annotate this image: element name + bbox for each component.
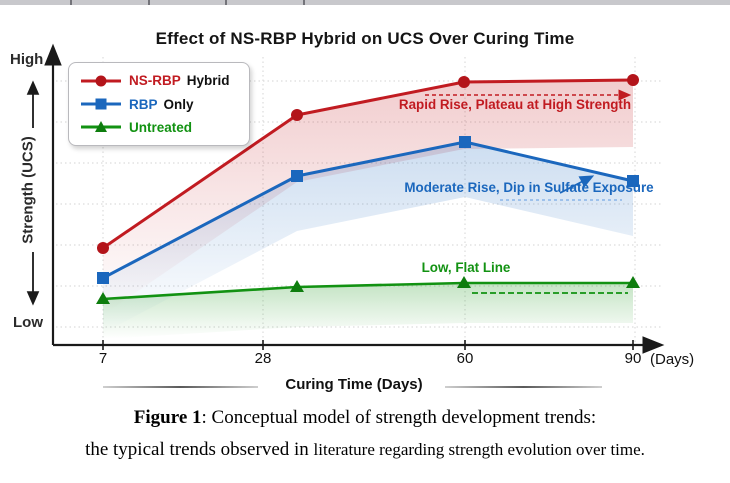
- markers-rbp-only: [97, 136, 639, 284]
- legend-label-primary: Untreated: [129, 119, 193, 135]
- legend-line-triangle-icon: [81, 121, 121, 133]
- figure-label: Figure 1: [133, 407, 202, 428]
- caption-line1-text: : Conceptual model of strength developme…: [201, 407, 597, 428]
- legend-line-circle-icon: [81, 75, 121, 87]
- x-tick-28: 28: [254, 350, 272, 367]
- line-untreated: [102, 281, 633, 301]
- figure-caption-line1: Figure 1: Conceptual model of strength d…: [0, 407, 730, 429]
- area-rbp: [103, 142, 633, 333]
- annotation-rapid-rise: Rapid Rise, Plateau at High Strength: [398, 97, 632, 112]
- figure-caption-line2: the typical trends observed in literatur…: [0, 439, 730, 461]
- legend-item-untreated: Untreated: [69, 120, 249, 135]
- markers-nsrbp-hybrid: [97, 74, 639, 254]
- ruler-tick: [225, 0, 227, 5]
- area-untreated: [103, 283, 633, 339]
- x-tick-7: 7: [98, 350, 108, 367]
- series-area-fills: [103, 80, 633, 339]
- blue-pointer-arrow: [559, 175, 595, 194]
- markers-untreated: [96, 276, 640, 304]
- area-nsrbp: [103, 80, 633, 315]
- legend-label-secondary: Only: [163, 96, 194, 112]
- x-tick-90: 90: [624, 350, 642, 367]
- x-label-right-rule: [445, 386, 602, 388]
- caption-line2-part1: the typical trends observed in: [85, 439, 314, 460]
- line-rbp-only: [102, 140, 634, 280]
- legend-label-primary: NS-RBP: [129, 73, 181, 89]
- legend-item-rbp-only: RBP Only: [69, 97, 249, 112]
- legend-label-primary: RBP: [129, 96, 158, 112]
- ruler-tick: [303, 0, 305, 5]
- annotation-moderate-rise: Moderate Rise, Dip in Sulfate Exposure: [404, 180, 654, 195]
- line-nsrbp-hybrid: [102, 78, 634, 250]
- x-label-left-rule: [103, 386, 258, 388]
- legend: NS-RBP Hybrid RBP Only Untreated: [68, 62, 250, 146]
- ruler-tick: [148, 0, 150, 5]
- top-ruler: [0, 0, 730, 5]
- legend-item-nsrbp-hybrid: NS-RBP Hybrid: [69, 73, 249, 88]
- y-axis-low-label: Low: [13, 314, 43, 331]
- x-axis-unit-label: (Days): [650, 351, 695, 368]
- x-tick-60: 60: [456, 350, 474, 367]
- ruler-tick: [70, 0, 72, 5]
- chart-title: Effect of NS-RBP Hybrid on UCS Over Curi…: [155, 29, 575, 48]
- caption-line2-part2: literature regarding strength evolution …: [313, 440, 645, 459]
- y-axis-high-label: High: [10, 51, 44, 68]
- annotation-low-flat: Low, Flat Line: [421, 260, 511, 275]
- y-axis-title: Strength (UCS): [19, 136, 37, 244]
- x-axis-title: Curing Time (Days): [285, 376, 423, 393]
- plot-canvas: [26, 43, 665, 354]
- axes: [44, 43, 665, 354]
- legend-label-secondary: Hybrid: [186, 73, 230, 89]
- legend-line-square-icon: [81, 98, 121, 110]
- x-axis-ticks: [102, 340, 634, 350]
